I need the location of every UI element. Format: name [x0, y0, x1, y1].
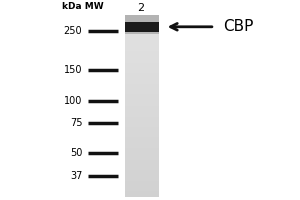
Text: 100: 100	[64, 96, 82, 106]
Text: 50: 50	[70, 148, 82, 158]
Text: CBP: CBP	[224, 19, 254, 34]
Text: 75: 75	[70, 118, 82, 128]
Text: 2: 2	[138, 3, 145, 13]
Text: kDa MW: kDa MW	[62, 2, 103, 11]
Text: 250: 250	[64, 26, 82, 36]
Text: 37: 37	[70, 171, 82, 181]
Text: 150: 150	[64, 65, 82, 75]
